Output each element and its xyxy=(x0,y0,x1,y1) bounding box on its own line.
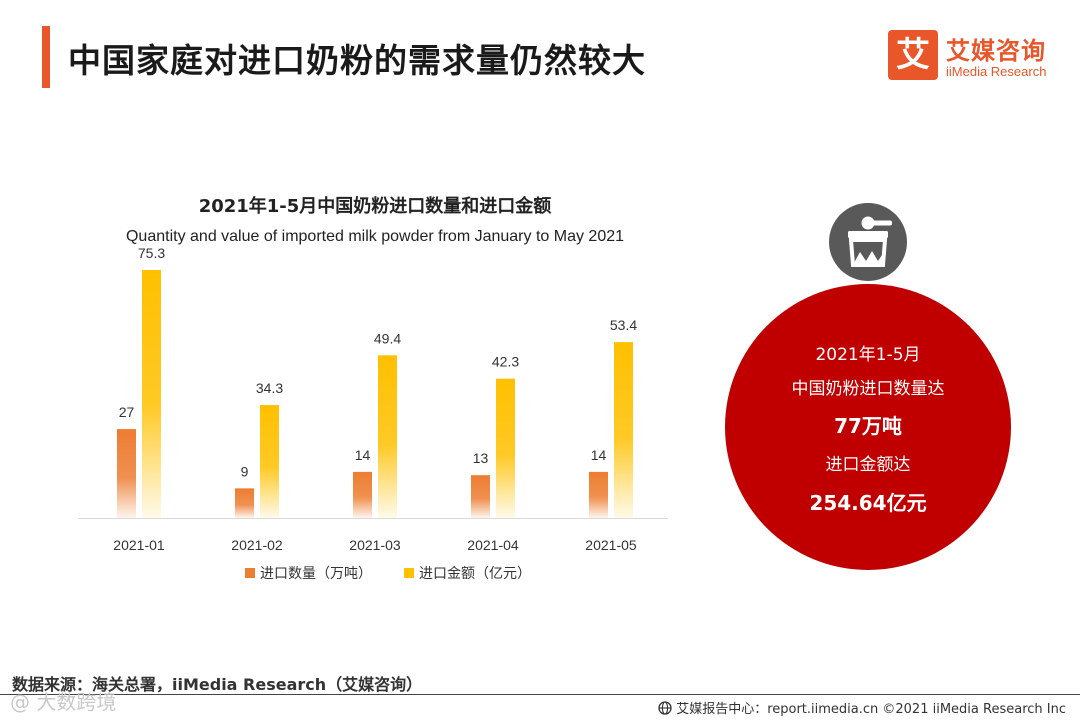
x-tick-label-2021-04: 2021-04 xyxy=(467,537,519,553)
data-label-value-2021-02: 34.3 xyxy=(256,380,283,396)
page-title: 中国家庭对进口奶粉的需求量仍然较大 xyxy=(68,41,646,80)
bar-value-2021-01 xyxy=(142,270,161,518)
watermark: @ 大数跨境 xyxy=(10,690,117,714)
logo-name-cn: 艾媒咨询 xyxy=(946,37,1046,65)
bar-quantity-2021-04 xyxy=(471,475,490,518)
summary-period: 2021年1-5月 xyxy=(815,345,921,365)
summary-value-amount: 254.64亿元 xyxy=(809,491,927,515)
bar-quantity-2021-03 xyxy=(353,471,372,518)
footer-copyright: 艾媒报告中心：report.iimedia.cn ©2021 iiMedia R… xyxy=(658,698,1066,719)
milk-powder-can-icon xyxy=(829,203,907,281)
bar-value-2021-02 xyxy=(260,405,279,518)
data-label-value-2021-03: 49.4 xyxy=(374,330,401,346)
data-label-value-2021-04: 42.3 xyxy=(492,354,519,370)
chart-title: 2021年1-5月中国奶粉进口数量和进口金额 xyxy=(198,196,552,217)
summary-circle: 2021年1-5月 中国奶粉进口数量达 77万吨 进口金额达 254.64亿元 xyxy=(725,284,1011,570)
data-label-quantity-2021-03: 14 xyxy=(355,447,371,463)
logo-mark: 艾 xyxy=(888,30,938,80)
summary-value-label: 进口金额达 xyxy=(825,455,911,475)
bar-value-2021-03 xyxy=(378,355,397,518)
legend-item-value: 进口金额（亿元） xyxy=(404,563,531,583)
data-label-quantity-2021-02: 9 xyxy=(241,463,249,479)
summary-quantity-label: 中国奶粉进口数量达 xyxy=(791,379,945,399)
bar-value-2021-05 xyxy=(614,342,633,518)
data-label-value-2021-05: 53.4 xyxy=(610,317,637,333)
legend-item-quantity: 进口数量（万吨） xyxy=(245,563,372,583)
bar-value-2021-04 xyxy=(496,378,515,518)
logo-name-en: iiMedia Research xyxy=(946,64,1047,79)
data-source: 数据来源：海关总署，iiMedia Research（艾媒咨询） xyxy=(12,675,423,694)
globe-icon xyxy=(658,700,672,719)
data-label-quantity-2021-05: 14 xyxy=(591,447,607,463)
data-label-quantity-2021-04: 13 xyxy=(473,450,489,466)
summary-quantity-value: 77万吨 xyxy=(834,414,902,438)
legend-swatch-quantity xyxy=(245,568,255,578)
legend-label-value: 进口金额（亿元） xyxy=(419,566,531,582)
title-accent-bar xyxy=(42,26,50,88)
data-label-quantity-2021-01: 27 xyxy=(119,404,135,420)
footer-divider xyxy=(0,694,1080,695)
bar-quantity-2021-05 xyxy=(589,471,608,518)
bar-quantity-2021-01 xyxy=(117,429,136,518)
legend-swatch-value xyxy=(404,568,414,578)
x-tick-label-2021-01: 2021-01 xyxy=(113,537,165,553)
brand-logo: 艾 艾媒咨询 iiMedia Research xyxy=(888,30,1058,84)
x-tick-label-2021-02: 2021-02 xyxy=(231,537,283,553)
x-tick-label-2021-05: 2021-05 xyxy=(585,537,637,553)
data-label-value-2021-01: 75.3 xyxy=(138,245,165,261)
chart-subtitle: Quantity and value of imported milk powd… xyxy=(125,228,625,245)
legend-label-quantity: 进口数量（万吨） xyxy=(260,566,372,582)
bar-quantity-2021-02 xyxy=(235,488,254,518)
x-tick-label-2021-03: 2021-03 xyxy=(349,537,401,553)
footer-text: 艾媒报告中心：report.iimedia.cn ©2021 iiMedia R… xyxy=(676,702,1066,717)
